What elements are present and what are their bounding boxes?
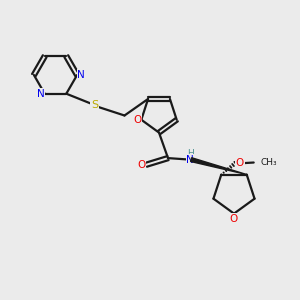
Text: O: O [230, 214, 238, 224]
Text: O: O [236, 158, 244, 167]
Text: O: O [137, 160, 146, 170]
Text: S: S [91, 100, 98, 110]
Text: CH₃: CH₃ [260, 158, 277, 167]
Text: N: N [77, 70, 85, 80]
Text: N: N [37, 89, 45, 99]
Text: H: H [187, 148, 194, 158]
Text: O: O [133, 115, 142, 125]
Polygon shape [190, 158, 247, 175]
Text: N: N [186, 154, 194, 165]
